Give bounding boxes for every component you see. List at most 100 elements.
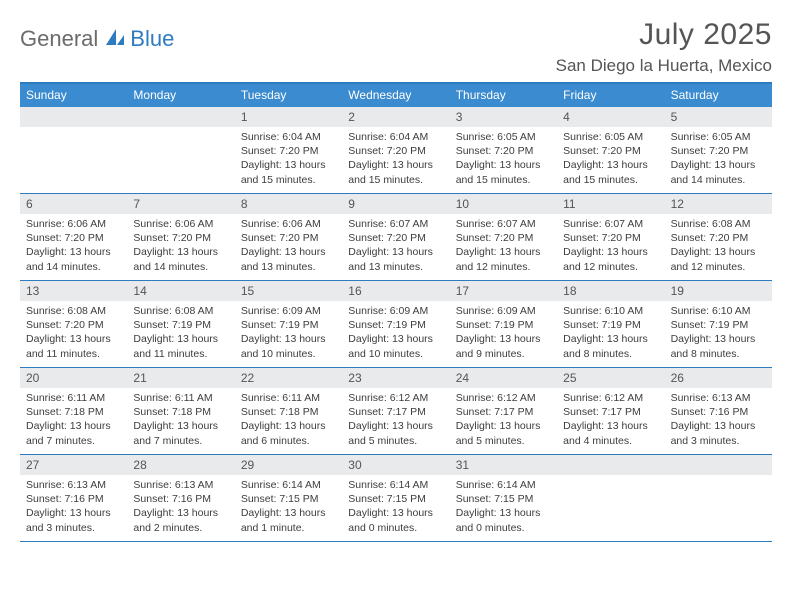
daylight-line: Daylight: 13 hours and 14 minutes. (26, 245, 121, 273)
day-body: Sunrise: 6:07 AMSunset: 7:20 PMDaylight:… (342, 214, 449, 278)
sunrise-line: Sunrise: 6:09 AM (348, 304, 443, 318)
daylight-line: Daylight: 13 hours and 15 minutes. (456, 158, 551, 186)
daylight-line: Daylight: 13 hours and 4 minutes. (563, 419, 658, 447)
day-cell: 21Sunrise: 6:11 AMSunset: 7:18 PMDayligh… (127, 368, 234, 454)
day-cell (557, 455, 664, 541)
dow-cell: Sunday (20, 84, 127, 107)
day-cell: 23Sunrise: 6:12 AMSunset: 7:17 PMDayligh… (342, 368, 449, 454)
sunset-line: Sunset: 7:20 PM (456, 231, 551, 245)
day-cell: 10Sunrise: 6:07 AMSunset: 7:20 PMDayligh… (450, 194, 557, 280)
day-cell: 14Sunrise: 6:08 AMSunset: 7:19 PMDayligh… (127, 281, 234, 367)
sunrise-line: Sunrise: 6:09 AM (456, 304, 551, 318)
daylight-line: Daylight: 13 hours and 15 minutes. (348, 158, 443, 186)
sunrise-line: Sunrise: 6:13 AM (133, 478, 228, 492)
day-number: 4 (557, 107, 664, 127)
daylight-line: Daylight: 13 hours and 10 minutes. (241, 332, 336, 360)
day-number (665, 455, 772, 475)
day-body: Sunrise: 6:14 AMSunset: 7:15 PMDaylight:… (235, 475, 342, 539)
dow-cell: Friday (557, 84, 664, 107)
day-number: 16 (342, 281, 449, 301)
day-cell: 1Sunrise: 6:04 AMSunset: 7:20 PMDaylight… (235, 107, 342, 193)
logo-text-blue: Blue (130, 26, 174, 52)
daylight-line: Daylight: 13 hours and 14 minutes. (133, 245, 228, 273)
sunrise-line: Sunrise: 6:06 AM (133, 217, 228, 231)
sunrise-line: Sunrise: 6:14 AM (456, 478, 551, 492)
day-body: Sunrise: 6:14 AMSunset: 7:15 PMDaylight:… (342, 475, 449, 539)
location: San Diego la Huerta, Mexico (556, 56, 772, 76)
dow-cell: Wednesday (342, 84, 449, 107)
day-number: 9 (342, 194, 449, 214)
day-body: Sunrise: 6:06 AMSunset: 7:20 PMDaylight:… (20, 214, 127, 278)
day-cell: 20Sunrise: 6:11 AMSunset: 7:18 PMDayligh… (20, 368, 127, 454)
day-cell: 17Sunrise: 6:09 AMSunset: 7:19 PMDayligh… (450, 281, 557, 367)
day-body: Sunrise: 6:13 AMSunset: 7:16 PMDaylight:… (20, 475, 127, 539)
day-body: Sunrise: 6:06 AMSunset: 7:20 PMDaylight:… (235, 214, 342, 278)
day-number: 1 (235, 107, 342, 127)
sunrise-line: Sunrise: 6:07 AM (563, 217, 658, 231)
daylight-line: Daylight: 13 hours and 12 minutes. (563, 245, 658, 273)
day-number (20, 107, 127, 127)
dow-cell: Saturday (665, 84, 772, 107)
weeks-container: 1Sunrise: 6:04 AMSunset: 7:20 PMDaylight… (20, 107, 772, 542)
sunrise-line: Sunrise: 6:08 AM (26, 304, 121, 318)
calendar: SundayMondayTuesdayWednesdayThursdayFrid… (20, 82, 772, 542)
day-cell (20, 107, 127, 193)
daylight-line: Daylight: 13 hours and 12 minutes. (671, 245, 766, 273)
day-cell: 15Sunrise: 6:09 AMSunset: 7:19 PMDayligh… (235, 281, 342, 367)
month-title: July 2025 (556, 18, 772, 52)
sunset-line: Sunset: 7:20 PM (348, 144, 443, 158)
calendar-page: General Blue July 2025 San Diego la Huer… (0, 0, 792, 552)
day-number: 21 (127, 368, 234, 388)
sunset-line: Sunset: 7:16 PM (26, 492, 121, 506)
day-number: 15 (235, 281, 342, 301)
day-body: Sunrise: 6:06 AMSunset: 7:20 PMDaylight:… (127, 214, 234, 278)
sunrise-line: Sunrise: 6:12 AM (348, 391, 443, 405)
day-number: 27 (20, 455, 127, 475)
sunrise-line: Sunrise: 6:14 AM (241, 478, 336, 492)
day-number: 19 (665, 281, 772, 301)
sunrise-line: Sunrise: 6:13 AM (671, 391, 766, 405)
day-body: Sunrise: 6:12 AMSunset: 7:17 PMDaylight:… (557, 388, 664, 452)
day-number: 3 (450, 107, 557, 127)
day-number: 14 (127, 281, 234, 301)
sunrise-line: Sunrise: 6:12 AM (563, 391, 658, 405)
daylight-line: Daylight: 13 hours and 5 minutes. (456, 419, 551, 447)
sunset-line: Sunset: 7:19 PM (348, 318, 443, 332)
day-number: 7 (127, 194, 234, 214)
sunset-line: Sunset: 7:20 PM (26, 318, 121, 332)
daylight-line: Daylight: 13 hours and 5 minutes. (348, 419, 443, 447)
sunset-line: Sunset: 7:18 PM (241, 405, 336, 419)
day-cell: 5Sunrise: 6:05 AMSunset: 7:20 PMDaylight… (665, 107, 772, 193)
day-body: Sunrise: 6:08 AMSunset: 7:19 PMDaylight:… (127, 301, 234, 365)
day-body: Sunrise: 6:14 AMSunset: 7:15 PMDaylight:… (450, 475, 557, 539)
day-cell: 12Sunrise: 6:08 AMSunset: 7:20 PMDayligh… (665, 194, 772, 280)
daylight-line: Daylight: 13 hours and 8 minutes. (563, 332, 658, 360)
daylight-line: Daylight: 13 hours and 0 minutes. (348, 506, 443, 534)
day-body: Sunrise: 6:08 AMSunset: 7:20 PMDaylight:… (665, 214, 772, 278)
day-cell: 22Sunrise: 6:11 AMSunset: 7:18 PMDayligh… (235, 368, 342, 454)
day-cell: 4Sunrise: 6:05 AMSunset: 7:20 PMDaylight… (557, 107, 664, 193)
day-number: 24 (450, 368, 557, 388)
daylight-line: Daylight: 13 hours and 12 minutes. (456, 245, 551, 273)
day-cell: 8Sunrise: 6:06 AMSunset: 7:20 PMDaylight… (235, 194, 342, 280)
day-body: Sunrise: 6:10 AMSunset: 7:19 PMDaylight:… (665, 301, 772, 365)
logo-text-general: General (20, 26, 98, 52)
day-body: Sunrise: 6:05 AMSunset: 7:20 PMDaylight:… (665, 127, 772, 191)
day-body: Sunrise: 6:12 AMSunset: 7:17 PMDaylight:… (342, 388, 449, 452)
daylight-line: Daylight: 13 hours and 10 minutes. (348, 332, 443, 360)
day-body: Sunrise: 6:10 AMSunset: 7:19 PMDaylight:… (557, 301, 664, 365)
daylight-line: Daylight: 13 hours and 6 minutes. (241, 419, 336, 447)
dow-cell: Monday (127, 84, 234, 107)
day-number: 10 (450, 194, 557, 214)
sunset-line: Sunset: 7:16 PM (133, 492, 228, 506)
sunrise-line: Sunrise: 6:12 AM (456, 391, 551, 405)
day-cell: 18Sunrise: 6:10 AMSunset: 7:19 PMDayligh… (557, 281, 664, 367)
week-row: 1Sunrise: 6:04 AMSunset: 7:20 PMDaylight… (20, 107, 772, 194)
sunset-line: Sunset: 7:16 PM (671, 405, 766, 419)
daylight-line: Daylight: 13 hours and 15 minutes. (241, 158, 336, 186)
sunset-line: Sunset: 7:20 PM (133, 231, 228, 245)
daylight-line: Daylight: 13 hours and 13 minutes. (241, 245, 336, 273)
sunset-line: Sunset: 7:19 PM (241, 318, 336, 332)
daylight-line: Daylight: 13 hours and 15 minutes. (563, 158, 658, 186)
day-number: 22 (235, 368, 342, 388)
